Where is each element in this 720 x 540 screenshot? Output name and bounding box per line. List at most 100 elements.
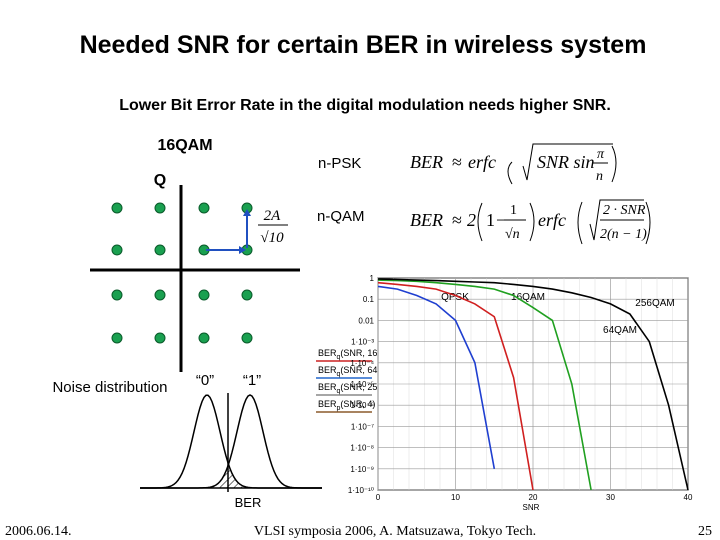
formula-part: ≈ bbox=[452, 210, 462, 230]
legend-main: BER bbox=[318, 382, 337, 392]
legend-main: BER bbox=[318, 365, 337, 375]
series-label: 16QAM bbox=[511, 292, 545, 303]
point bbox=[198, 289, 210, 301]
y-tick-label: 1·10⁻⁴ bbox=[350, 359, 374, 368]
ber-chart: 1 0.1 0.01 1·10⁻³ 1·10⁻⁴ 1·10⁻⁵ 1·10⁻⁶ 1·10⁻⁷ 1·… bbox=[348, 274, 693, 512]
spacing-num: 2A bbox=[264, 208, 282, 224]
legend-text: BERp(SNR, 4) bbox=[318, 399, 375, 412]
point bbox=[111, 289, 123, 301]
symbol-label: “1” bbox=[243, 372, 261, 389]
points bbox=[111, 202, 253, 344]
formula-part: 2 bbox=[467, 210, 476, 230]
point bbox=[241, 332, 253, 344]
legend-args: (SNR, 256) bbox=[340, 382, 385, 392]
y-tick-label: 1·10⁻³ bbox=[351, 338, 374, 347]
y-tick-label: 1·10⁻⁶ bbox=[350, 401, 374, 410]
formula-part: 2(n − 1) bbox=[600, 227, 647, 242]
x-tick-label: 20 bbox=[529, 493, 538, 502]
formulas: n-PSK BER ≈ erfc SNR sin π n n-QAM BER ≈… bbox=[317, 143, 651, 245]
legend-args: (SNR, 4) bbox=[340, 399, 375, 409]
legend-text: BERq(SNR, 16) bbox=[318, 348, 380, 361]
spacing-den: √10 bbox=[260, 230, 284, 246]
arrow-head bbox=[243, 209, 251, 216]
formula-part: BER bbox=[410, 152, 443, 172]
y-tick-label: 1·10⁻¹⁰ bbox=[348, 486, 374, 495]
formula-part: 2 · SNR bbox=[603, 203, 646, 218]
footer-date: 2006.06.14. bbox=[5, 524, 72, 539]
formula-part: erfc bbox=[468, 152, 496, 172]
arrow-head bbox=[239, 246, 246, 254]
formula-part: erfc bbox=[538, 210, 566, 230]
point bbox=[111, 244, 123, 256]
formula-part: ≈ bbox=[452, 152, 462, 172]
x-tick-label: 30 bbox=[606, 493, 615, 502]
y-tick-label: 1 bbox=[370, 274, 375, 283]
x-tick-label: 40 bbox=[684, 493, 693, 502]
legend-sub: p bbox=[337, 405, 341, 412]
legend-main: BER bbox=[318, 399, 337, 409]
legend-sub: q bbox=[337, 371, 341, 378]
series-line bbox=[377, 279, 592, 491]
series-label: 64QAM bbox=[603, 325, 637, 336]
legend-args: (SNR, 64) bbox=[340, 365, 380, 375]
constellation: 16QAM Q 2A √10 bbox=[90, 137, 300, 372]
subtitle: Lower Bit Error Rate in the digital modu… bbox=[119, 97, 611, 114]
point bbox=[154, 332, 166, 344]
formula-part: π bbox=[597, 147, 605, 162]
paren bbox=[611, 145, 617, 183]
title: Needed SNR for certain BER in wireless s… bbox=[80, 31, 647, 59]
point bbox=[154, 244, 166, 256]
series-line bbox=[377, 285, 496, 469]
footer-venue: VLSI symposia 2006, A. Matsuzawa, Tokyo … bbox=[254, 524, 536, 539]
paren bbox=[529, 202, 535, 242]
legend-text: BERq(SNR, 64) bbox=[318, 365, 380, 378]
formula-part: − bbox=[496, 210, 506, 230]
point bbox=[154, 202, 166, 214]
ber-label: BER bbox=[235, 495, 262, 510]
point bbox=[198, 332, 210, 344]
y-tick-label: 1·10⁻⁷ bbox=[351, 422, 374, 431]
series-line bbox=[377, 278, 689, 491]
series-line bbox=[377, 281, 534, 491]
x-axis-label: SNR bbox=[523, 503, 540, 512]
point bbox=[241, 289, 253, 301]
legend-args: (SNR, 16) bbox=[340, 348, 380, 358]
symbol-label: “0” bbox=[196, 372, 214, 389]
legend-main: BER bbox=[318, 348, 337, 358]
formula-name: n-PSK bbox=[318, 155, 361, 172]
point bbox=[198, 202, 210, 214]
formula-part: SNR sin bbox=[537, 152, 595, 172]
y-tick-label: 0.1 bbox=[363, 295, 375, 304]
y-tick-label: 1·10⁻⁸ bbox=[350, 444, 374, 453]
formula-part: BER bbox=[410, 210, 443, 230]
formula-part: 1 bbox=[486, 210, 495, 230]
footer-page: 25 bbox=[698, 524, 712, 539]
point bbox=[154, 289, 166, 301]
y-tick-label: 1·10⁻⁹ bbox=[350, 465, 374, 474]
noise-diagram: Noise distribution “0” “1” BER bbox=[52, 372, 322, 510]
x-tick-label: 0 bbox=[376, 493, 381, 502]
series-label: QPSK bbox=[441, 292, 469, 303]
formula-part: n bbox=[596, 169, 603, 184]
formula-name: n-QAM bbox=[317, 208, 365, 225]
legend-text: BERq(SNR, 256) bbox=[318, 382, 385, 395]
y-tick-label: 0.01 bbox=[358, 316, 374, 325]
legend-sub: q bbox=[337, 388, 341, 395]
point bbox=[111, 332, 123, 344]
series-label: 256QAM bbox=[635, 298, 674, 309]
legend: BERq(SNR, 16)BERq(SNR, 64)BERq(SNR, 256)… bbox=[316, 348, 385, 413]
x-tick-label: 10 bbox=[451, 493, 460, 502]
formula-part: 1 bbox=[510, 203, 517, 218]
point bbox=[111, 202, 123, 214]
paren bbox=[645, 201, 651, 245]
paren bbox=[477, 202, 483, 242]
constellation-label: 16QAM bbox=[157, 137, 212, 154]
noise-label: Noise distribution bbox=[52, 379, 167, 396]
radical bbox=[577, 199, 644, 245]
axis-label: Q bbox=[154, 172, 166, 189]
formula-part: √n bbox=[505, 227, 520, 242]
legend-sub: q bbox=[337, 354, 341, 361]
y-tick-label: 1·10⁻⁵ bbox=[350, 380, 374, 389]
